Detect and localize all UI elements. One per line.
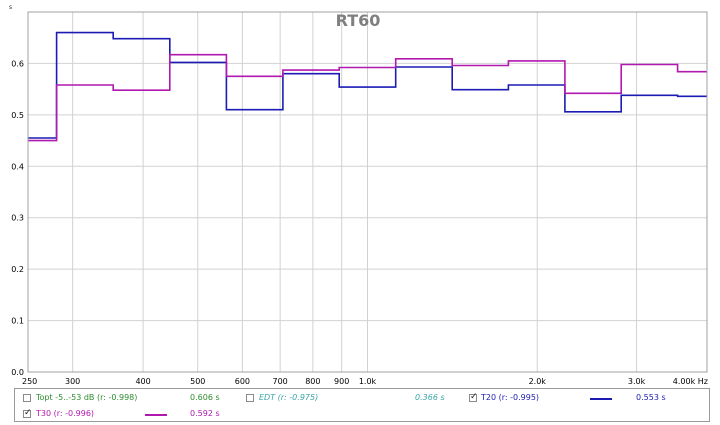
t30-value: 0.592 s <box>190 409 220 418</box>
t20-checkbox[interactable] <box>469 392 478 402</box>
x-tick-label: 400 <box>135 377 150 386</box>
x-tick-label: 800 <box>305 377 320 386</box>
x-axis-ticks: 250 300 400 500 600 700 800 900 1.0k 2.0k 3.0k 4.00… <box>22 377 708 386</box>
legend: Topt -5..-53 dB (r: -0.998) 0.606 s EDT … <box>14 388 710 422</box>
t30-checkbox[interactable] <box>23 408 32 418</box>
x-tick-label: 600 <box>235 377 250 386</box>
t20-label: T20 (r: -0.995) <box>481 393 540 402</box>
x-tick-label: 900 <box>334 377 349 386</box>
x-tick-label: 250 <box>22 377 37 386</box>
t20-swatch <box>590 398 612 400</box>
topt-label: Topt -5..-53 dB (r: -0.998) <box>36 393 138 402</box>
x-tick-label: 1.0k <box>359 377 377 386</box>
topt-value: 0.606 s <box>190 393 220 402</box>
x-tick-label: 500 <box>190 377 205 386</box>
x-tick-label: 300 <box>65 377 80 386</box>
y-tick-label: 0.6 <box>11 59 24 68</box>
t20-series-line <box>28 31 707 139</box>
edt-value: 0.366 s <box>415 393 445 402</box>
series-lines <box>28 31 707 142</box>
y-unit-label: s <box>9 4 12 11</box>
edt-checkbox[interactable] <box>246 394 254 402</box>
x-tick-label: 3.0k <box>628 377 646 386</box>
chart-title: RT60 <box>336 11 381 30</box>
x-tick-label: 4.00k Hz <box>673 377 708 386</box>
y-tick-label: 0.3 <box>11 214 24 223</box>
rt60-chart: 0.0 0.1 0.2 0.3 0.4 0.5 0.6 250 300 400 500 600 700… <box>9 4 708 386</box>
topt-checkbox[interactable] <box>23 394 31 402</box>
y-tick-label: 0.5 <box>11 111 24 120</box>
x-tick-label: 2.0k <box>529 377 547 386</box>
t30-swatch <box>145 414 167 416</box>
t30-label: T30 (r: -0.996) <box>36 409 95 418</box>
y-tick-label: 0.0 <box>11 368 24 377</box>
y-axis-ticks: 0.0 0.1 0.2 0.3 0.4 0.5 0.6 <box>11 59 24 377</box>
t20-value: 0.553 s <box>636 393 666 402</box>
x-tick-label: 700 <box>273 377 288 386</box>
y-tick-label: 0.4 <box>11 162 24 171</box>
edt-label: EDT (r: -0.975) <box>259 393 319 402</box>
y-tick-label: 0.1 <box>11 317 24 326</box>
plot-frame <box>27 11 708 373</box>
y-tick-label: 0.2 <box>11 265 24 274</box>
t30-series-line <box>28 53 707 142</box>
